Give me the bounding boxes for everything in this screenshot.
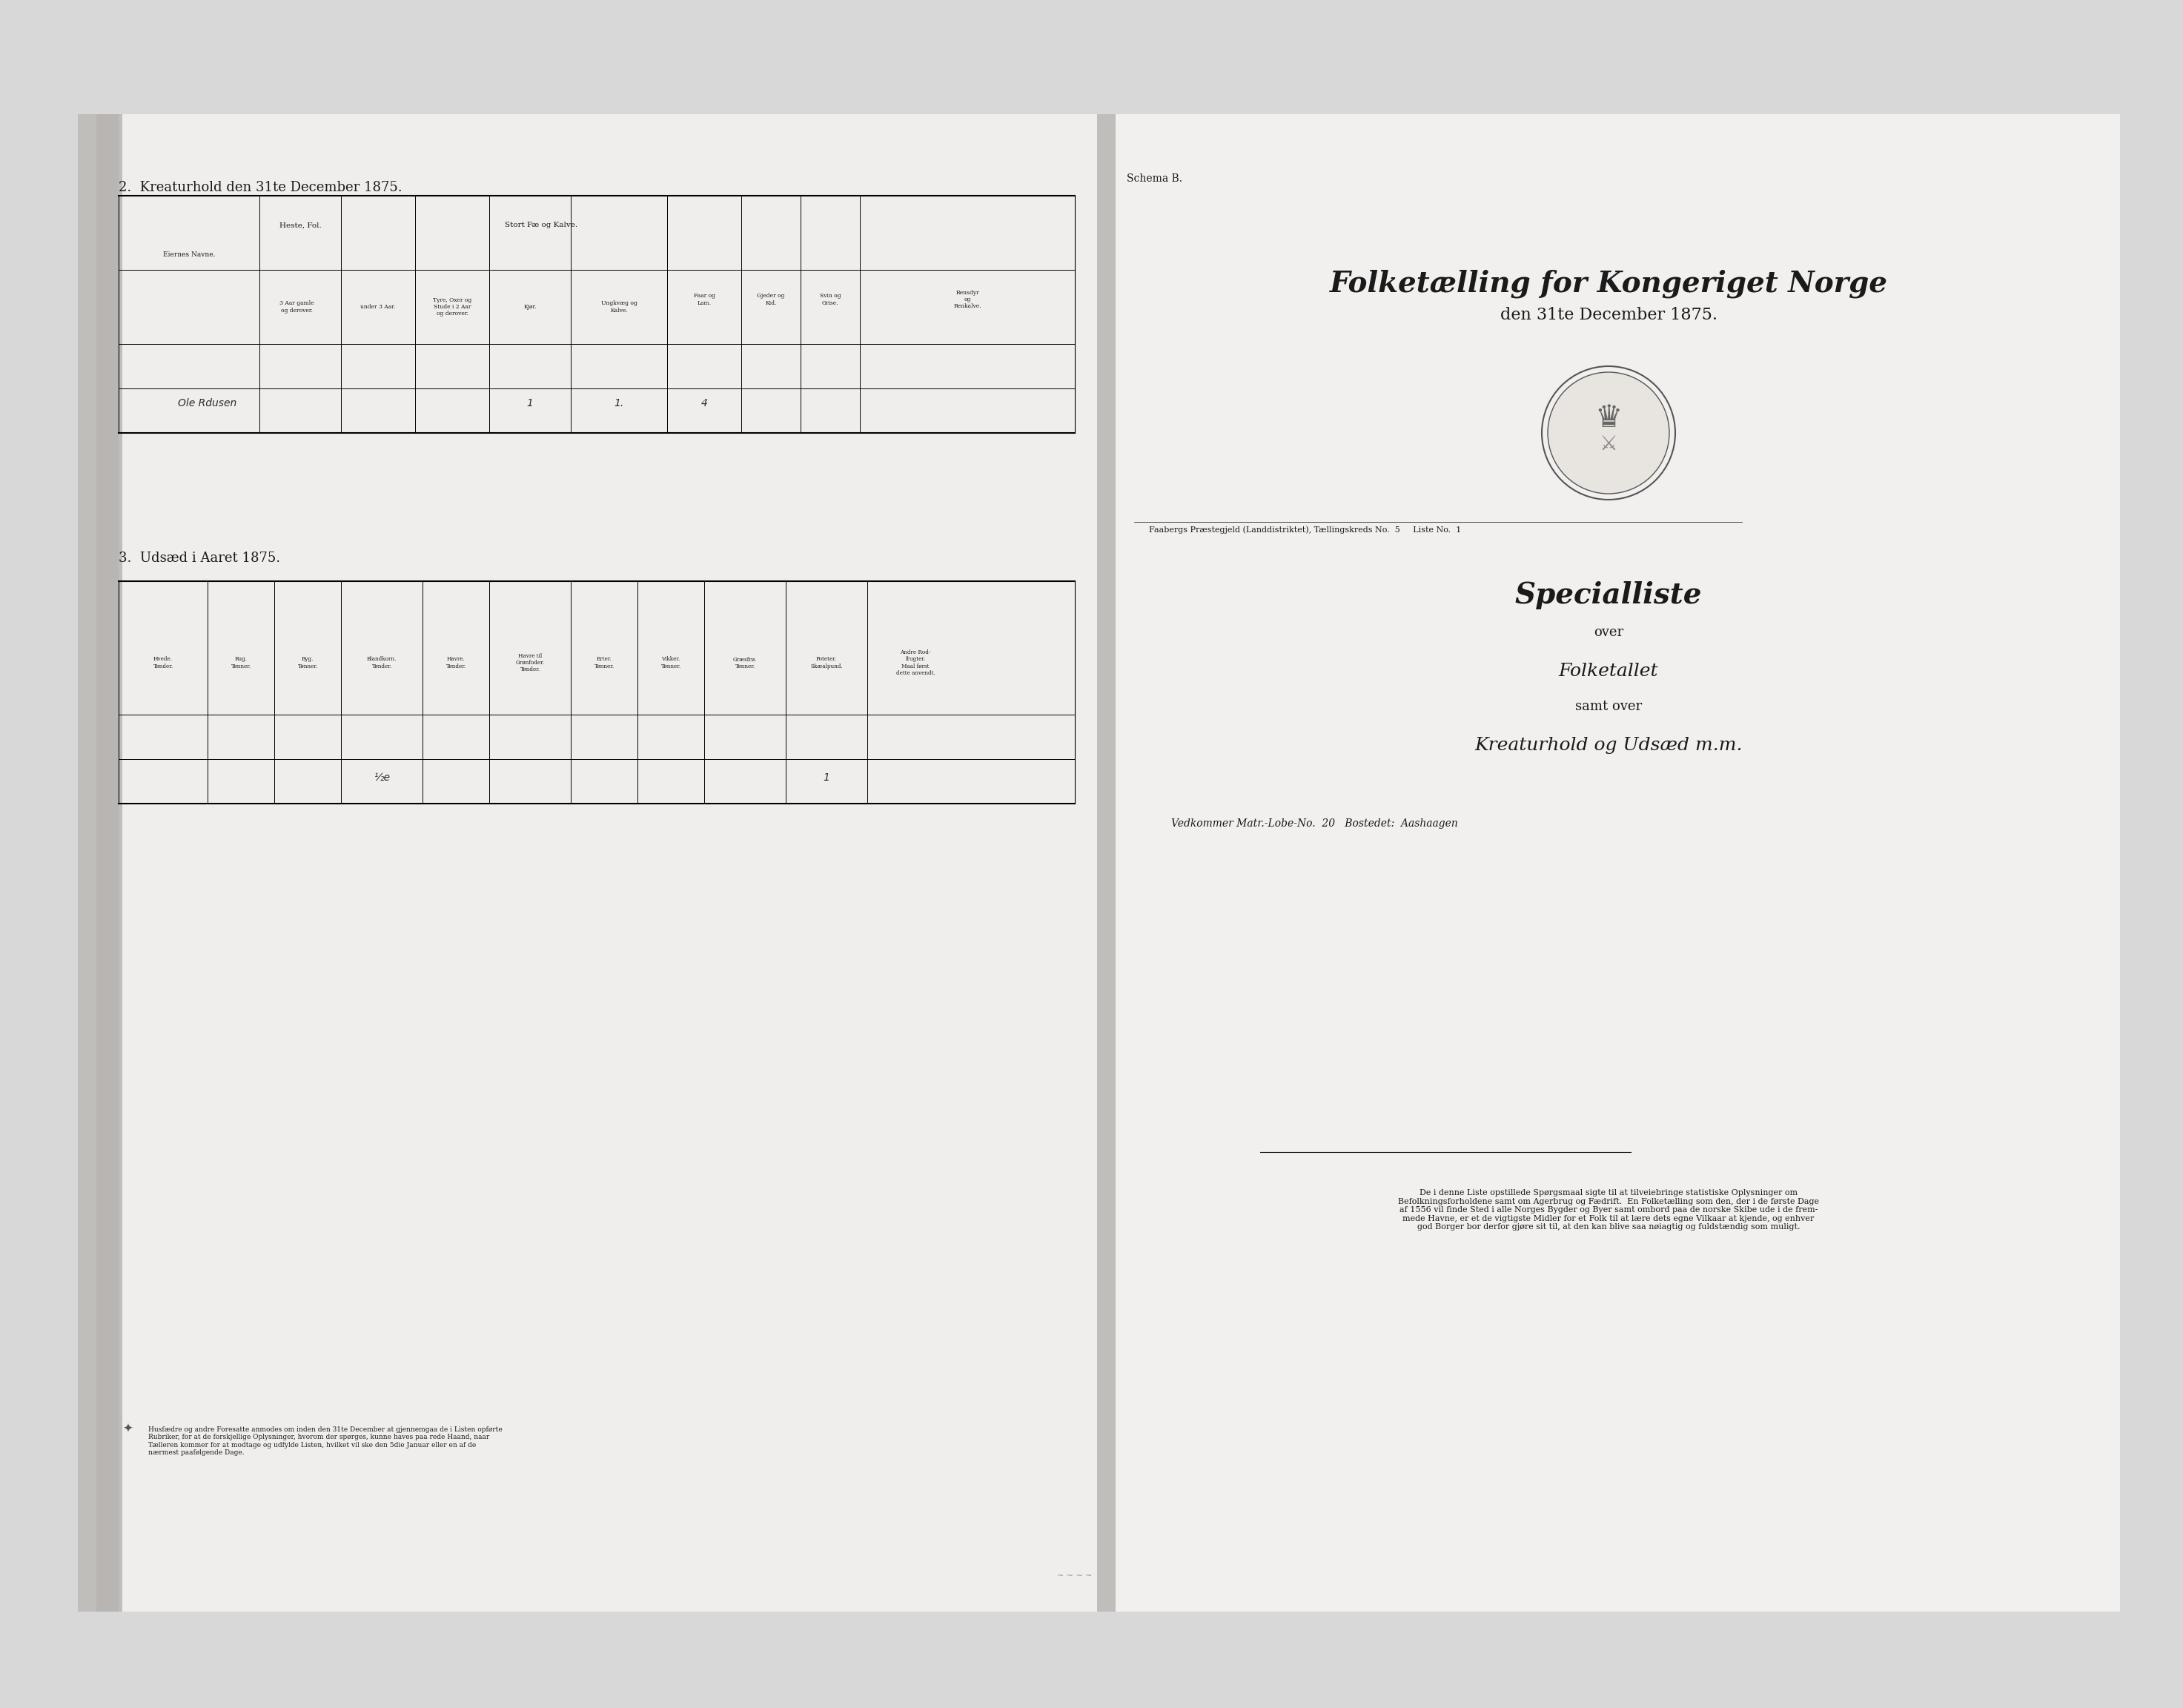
Text: Folketallet: Folketallet <box>1559 663 1659 680</box>
Text: over: over <box>1594 625 1624 639</box>
Text: Hvede.
Tønder.: Hvede. Tønder. <box>153 656 172 670</box>
Text: Husfædre og andre Foresatte anmodes om inden den 31te December at gjennemgaa de : Husfædre og andre Foresatte anmodes om i… <box>148 1426 502 1457</box>
Text: Blandkorn.
Tønder.: Blandkorn. Tønder. <box>367 656 397 670</box>
Text: Græsfrø.
Tønner.: Græsfrø. Tønner. <box>733 656 758 670</box>
Text: Vedkommer Matr.-Lobe-No.  20   Bostedet:  Aashaagen: Vedkommer Matr.-Lobe-No. 20 Bostedet: Aa… <box>1172 818 1458 828</box>
Text: Vikker.
Tønner.: Vikker. Tønner. <box>661 656 681 670</box>
Text: ⚔: ⚔ <box>1600 434 1618 454</box>
Text: ~ ~ ~ ~: ~ ~ ~ ~ <box>1057 1573 1092 1580</box>
Text: under 3 Aar.: under 3 Aar. <box>360 304 395 309</box>
Text: Folketælling for Kongeriget Norge: Folketælling for Kongeriget Norge <box>1329 270 1888 299</box>
Text: ½e: ½e <box>373 772 391 782</box>
Text: Rug.
Tønner.: Rug. Tønner. <box>231 656 251 670</box>
Text: den 31te December 1875.: den 31te December 1875. <box>1500 307 1718 323</box>
Text: 4: 4 <box>701 398 707 408</box>
Text: Erter.
Tønner.: Erter. Tønner. <box>594 656 613 670</box>
Text: Tyre, Oxer og
Stude i 2 Aar
og derover.: Tyre, Oxer og Stude i 2 Aar og derover. <box>432 297 472 316</box>
Text: ✦: ✦ <box>122 1423 133 1436</box>
Bar <box>79 114 122 1612</box>
FancyBboxPatch shape <box>79 114 1100 1612</box>
Text: 3.  Udsæd i Aaret 1875.: 3. Udsæd i Aaret 1875. <box>118 552 279 565</box>
FancyBboxPatch shape <box>1098 114 2120 1612</box>
Text: Andre Rod-
frugter.
Maal først
dette anvendt.: Andre Rod- frugter. Maal først dette anv… <box>895 649 934 676</box>
Text: Rensdyr
og
Renkalve.: Rensdyr og Renkalve. <box>954 290 982 309</box>
Bar <box>96 114 118 1612</box>
Text: Schema B.: Schema B. <box>1126 174 1183 184</box>
Text: samt over: samt over <box>1576 700 1642 714</box>
Text: 1.: 1. <box>613 398 624 408</box>
Text: Havre til
Grønfoder.
Tønder.: Havre til Grønfoder. Tønder. <box>515 652 544 673</box>
Text: Ole Rdusen: Ole Rdusen <box>177 398 236 408</box>
Text: Svin og
Grise.: Svin og Grise. <box>819 294 840 306</box>
Text: Stort Fæ og Kalve.: Stort Fæ og Kalve. <box>504 222 578 229</box>
Text: De i denne Liste opstillede Spørgsmaal sigte til at tilveiebringe statistiske Op: De i denne Liste opstillede Spørgsmaal s… <box>1397 1189 1818 1231</box>
Text: Heste, Fol.: Heste, Fol. <box>279 222 321 229</box>
Text: Poteter.
Skæalpund.: Poteter. Skæalpund. <box>810 656 843 670</box>
Circle shape <box>1548 372 1670 494</box>
Text: Gjeder og
Kid.: Gjeder og Kid. <box>758 294 784 306</box>
Text: Byg.
Tønner.: Byg. Tønner. <box>297 656 319 670</box>
Text: Faabergs Præstegjeld (Landdistriktet), Tællingskreds No.  5     Liste No.  1: Faabergs Præstegjeld (Landdistriktet), T… <box>1148 526 1460 533</box>
Text: 1: 1 <box>823 772 830 782</box>
Text: Specialliste: Specialliste <box>1515 581 1703 610</box>
Text: 2.  Kreaturhold den 31te December 1875.: 2. Kreaturhold den 31te December 1875. <box>118 181 402 195</box>
Text: Ungkvæg og
Kalve.: Ungkvæg og Kalve. <box>600 301 637 313</box>
Bar <box>1098 114 1116 1612</box>
Text: 3 Aar gamle
og derover.: 3 Aar gamle og derover. <box>279 301 314 313</box>
Text: Kjør.: Kjør. <box>524 304 537 309</box>
Text: 1: 1 <box>526 398 533 408</box>
Text: ♛: ♛ <box>1594 403 1622 434</box>
Text: Kreaturhold og Udsæd m.m.: Kreaturhold og Udsæd m.m. <box>1474 736 1742 753</box>
Text: Havre.
Tønder.: Havre. Tønder. <box>445 656 465 670</box>
Text: Eiernes Navne.: Eiernes Navne. <box>164 251 216 258</box>
Text: Faar og
Lam.: Faar og Lam. <box>694 294 716 306</box>
